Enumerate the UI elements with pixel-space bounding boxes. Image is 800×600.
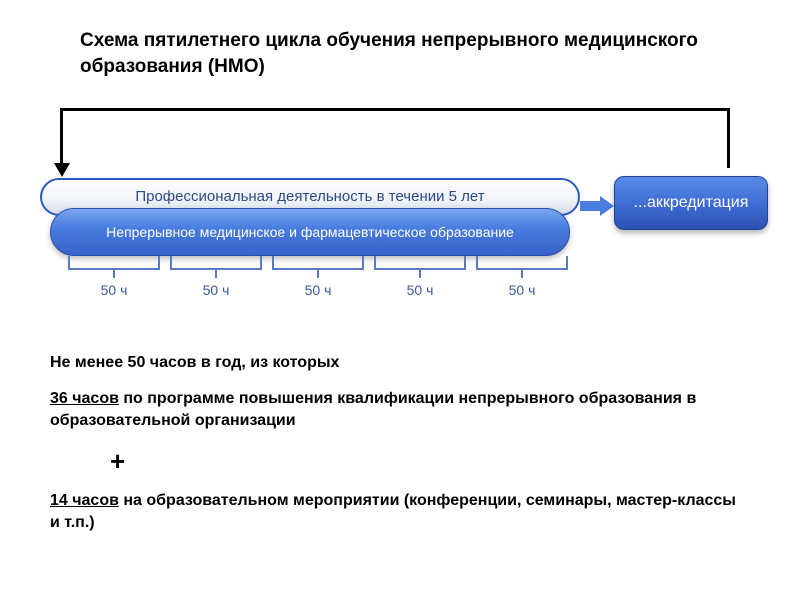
year-bracket: 50 ч [272, 256, 364, 306]
year-hours-label: 50 ч [374, 282, 466, 298]
year-bracket: 50 ч [476, 256, 568, 306]
body-line-2-rest: по программе повышения квалификации непр… [50, 390, 696, 429]
year-bracket: 50 ч [170, 256, 262, 306]
education-pill: Непрерывное медицинское и фармацевтическ… [50, 208, 570, 256]
body-line-1: Не менее 50 часов в год, из которых [50, 352, 750, 374]
feedback-loop-left-line [60, 108, 63, 166]
education-pill-label: Непрерывное медицинское и фармацевтическ… [106, 223, 514, 241]
plus-sign: + [110, 446, 125, 477]
year-hours-label: 50 ч [272, 282, 364, 298]
feedback-loop-arrowhead-icon [54, 163, 70, 177]
body-line-3: 14 часов на образовательном мероприятии … [50, 490, 750, 533]
body-line-3-rest: на образовательном мероприятии (конферен… [50, 492, 736, 531]
arrow-to-accreditation-icon [580, 198, 614, 214]
year-hours-label: 50 ч [68, 282, 160, 298]
hours-36: 36 часов [50, 390, 119, 407]
year-brackets-row: 50 ч 50 ч 50 ч 50 ч 50 ч [68, 256, 568, 306]
page-title: Схема пятилетнего цикла обучения непреры… [80, 28, 720, 79]
year-hours-label: 50 ч [170, 282, 262, 298]
hours-14: 14 часов [50, 492, 119, 509]
accreditation-box: ...аккредитация [614, 176, 768, 230]
feedback-loop-top-line [60, 108, 730, 111]
body-line-2: 36 часов по программе повышения квалифик… [50, 388, 750, 431]
year-bracket: 50 ч [374, 256, 466, 306]
year-hours-label: 50 ч [476, 282, 568, 298]
feedback-loop-right-line [727, 108, 730, 168]
year-bracket: 50 ч [68, 256, 160, 306]
